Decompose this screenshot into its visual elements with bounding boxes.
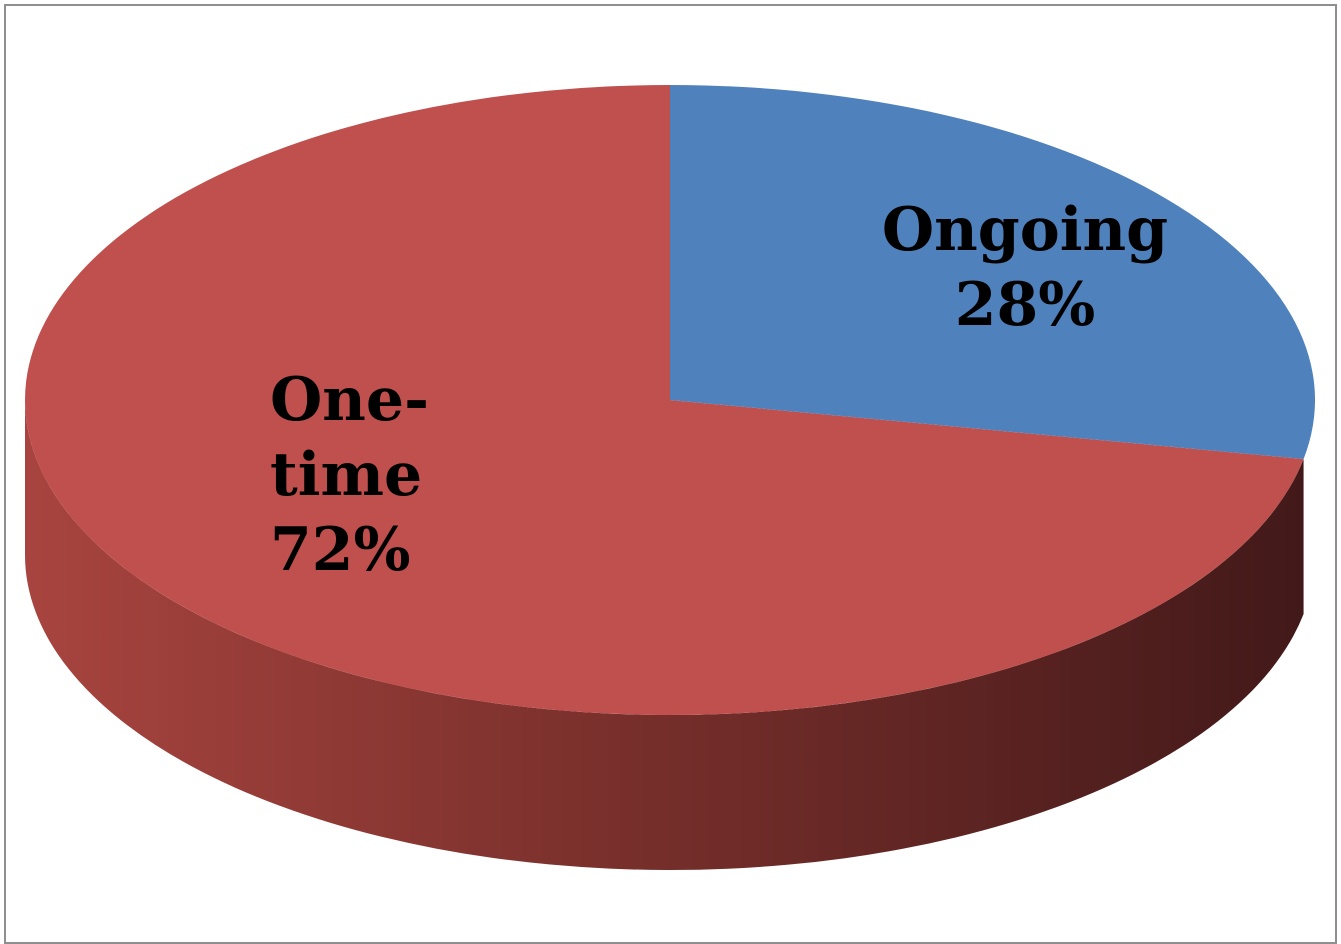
pie-side-wall [24,400,1304,871]
one-time-label-value: 72% [270,515,411,585]
one-time-label-line-1: One- [270,365,429,435]
pie-slice-ongoing [670,85,1316,460]
ongoing-label-value: 28% [955,270,1096,340]
one-time-label-line-2: time [270,440,422,510]
ongoing-label-name: Ongoing [882,195,1168,265]
pie-slice-one-time [25,85,1304,716]
